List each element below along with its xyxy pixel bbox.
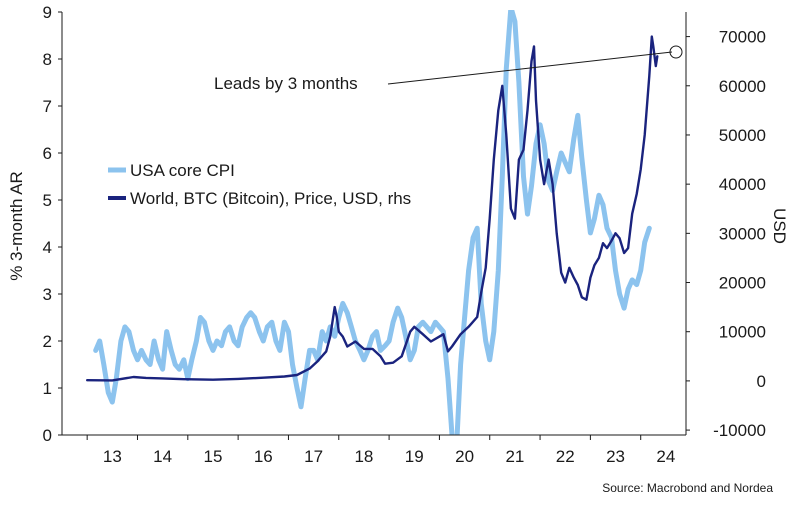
x-tick-label: 21 xyxy=(505,447,524,466)
left-tick-label: 5 xyxy=(43,191,52,210)
x-tick-label: 24 xyxy=(656,447,675,466)
x-tick-label: 15 xyxy=(204,447,223,466)
left-tick-label: 8 xyxy=(43,50,52,69)
source-note: Source: Macrobond and Nordea xyxy=(602,481,773,495)
right-axis-ticks: -10000 0 10000 20000 30000 40000 50000 60000 700… xyxy=(686,28,766,440)
left-tick-label: 9 xyxy=(43,3,52,22)
right-tick-label: 10000 xyxy=(719,323,766,342)
right-tick-label: 60000 xyxy=(719,77,766,96)
left-tick-label: 6 xyxy=(43,144,52,163)
annotation: Leads by 3 months xyxy=(214,45,683,93)
series-layer xyxy=(86,10,659,435)
left-tick-label: 0 xyxy=(43,426,52,445)
right-tick-label: 30000 xyxy=(719,224,766,243)
x-tick-label: 13 xyxy=(103,447,122,466)
left-tick-label: 7 xyxy=(43,97,52,116)
series-line-usa-core-cpi xyxy=(93,10,652,435)
left-axis-title: % 3-month AR xyxy=(7,171,26,281)
x-tick-label: 17 xyxy=(304,447,323,466)
x-tick-label: 14 xyxy=(153,447,172,466)
right-tick-label: 40000 xyxy=(719,175,766,194)
legend-label-btc: World, BTC (Bitcoin), Price, USD, rhs xyxy=(130,189,411,208)
right-tick-label: 70000 xyxy=(719,28,766,47)
right-tick-label: 20000 xyxy=(719,274,766,293)
left-tick-label: 2 xyxy=(43,332,52,351)
x-tick-label: 19 xyxy=(405,447,424,466)
annotation-marker-circle xyxy=(669,45,683,59)
x-tick-label: 16 xyxy=(254,447,273,466)
series-line-btc-price xyxy=(86,35,659,382)
right-axis-title: USD xyxy=(770,208,789,244)
right-tick-label: 50000 xyxy=(719,126,766,145)
x-axis-ticks: 13 14 15 16 17 18 19 20 21 22 23 24 xyxy=(86,435,675,466)
x-tick-label: 18 xyxy=(354,447,373,466)
left-tick-label: 4 xyxy=(43,238,52,257)
annotation-label: Leads by 3 months xyxy=(214,74,358,93)
legend: USA core CPI World, BTC (Bitcoin), Price… xyxy=(108,161,411,208)
x-tick-label: 22 xyxy=(556,447,575,466)
left-tick-label: 1 xyxy=(43,379,52,398)
x-tick-label: 23 xyxy=(606,447,625,466)
right-tick-label: 0 xyxy=(757,372,766,391)
x-tick-label: 20 xyxy=(455,447,474,466)
left-axis-ticks: 0 1 2 3 4 5 6 7 8 9 xyxy=(43,3,62,445)
right-tick-label: -10000 xyxy=(713,421,766,440)
left-tick-label: 3 xyxy=(43,285,52,304)
annotation-leader-line xyxy=(387,51,673,85)
axes-layer xyxy=(61,12,687,436)
legend-label-cpi: USA core CPI xyxy=(130,161,235,180)
